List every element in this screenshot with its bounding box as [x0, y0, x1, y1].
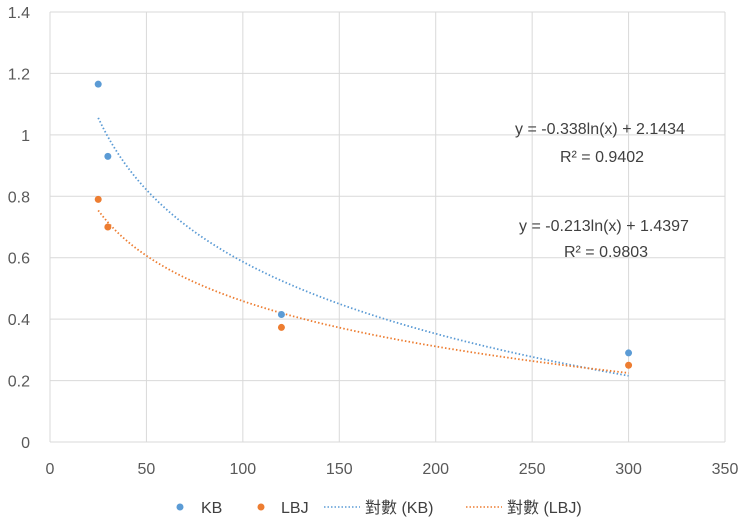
legend-item-kb-trend[interactable]: 對數 (KB) — [324, 499, 433, 517]
y-tick-label: 0.6 — [8, 251, 30, 268]
y-tick-label: 1.4 — [8, 5, 30, 22]
data-point-lbj[interactable] — [104, 223, 112, 231]
x-tick-label: 100 — [230, 461, 257, 478]
x-tick-label: 350 — [712, 461, 739, 478]
legend-label-kb: KB — [201, 500, 222, 517]
kb-trend-equation: y = -0.338ln(x) + 2.1434 — [515, 121, 685, 138]
y-tick-label: 1 — [21, 128, 30, 145]
trendline-kb — [97, 117, 629, 377]
legend-item-kb[interactable]: KB — [176, 500, 223, 517]
data-point-kb[interactable] — [94, 80, 102, 88]
tick-labels: 0 50 100 150 200 250 300 350 0 0.2 0.4 0.6 0.8 1 1.2 1.… — [8, 5, 739, 478]
data-point-kb[interactable] — [104, 152, 112, 160]
legend-marker-lbj — [257, 503, 265, 511]
kb-trend-r2: R² = 0.9402 — [560, 149, 644, 166]
y-tick-label: 0 — [21, 435, 30, 452]
y-tick-label: 0.4 — [8, 312, 30, 329]
x-tick-label: 0 — [46, 461, 55, 478]
y-tick-label: 1.2 — [8, 66, 30, 83]
data-points — [94, 80, 633, 369]
legend-label-lbj-trend: 對數 (LBJ) — [507, 499, 582, 517]
y-tick-label: 0.8 — [8, 189, 30, 206]
data-point-kb[interactable] — [625, 349, 633, 357]
legend-item-lbj[interactable]: LBJ — [257, 500, 309, 517]
legend-marker-kb — [176, 503, 184, 511]
lbj-trend-r2: R² = 0.9803 — [564, 244, 648, 261]
trendline-lbj — [97, 209, 629, 374]
data-point-lbj[interactable] — [277, 323, 285, 331]
grid-lines — [49, 11, 726, 443]
x-tick-label: 50 — [138, 461, 156, 478]
legend-label-lbj: LBJ — [281, 500, 309, 517]
x-tick-label: 150 — [326, 461, 353, 478]
trendlines — [97, 117, 629, 377]
x-tick-label: 200 — [422, 461, 449, 478]
data-point-kb[interactable] — [277, 311, 285, 319]
legend-label-kb-trend: 對數 (KB) — [365, 499, 433, 517]
legend-item-lbj-trend[interactable]: 對數 (LBJ) — [466, 499, 582, 517]
y-tick-label: 0.2 — [8, 374, 30, 391]
lbj-trend-equation: y = -0.213ln(x) + 1.4397 — [519, 218, 689, 235]
data-point-lbj[interactable] — [625, 361, 633, 369]
x-tick-label: 300 — [615, 461, 642, 478]
x-tick-label: 250 — [519, 461, 546, 478]
data-point-lbj[interactable] — [94, 195, 102, 203]
legend: KB LBJ 對數 (KB) 對數 (LBJ) — [176, 499, 582, 517]
